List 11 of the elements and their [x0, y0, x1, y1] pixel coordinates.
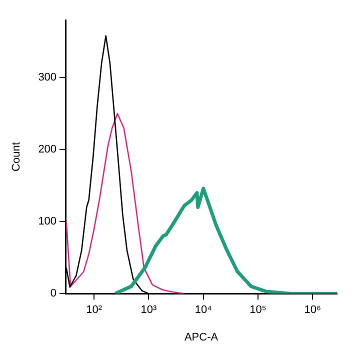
- y-tick-label: 0: [50, 288, 57, 300]
- x-tick-label: 10⁶: [304, 304, 321, 316]
- y-tick-label: 300: [38, 72, 57, 84]
- x-tick-label: 10³: [140, 304, 158, 316]
- y-tick-label: 100: [38, 216, 57, 228]
- y-axis-title: Count: [10, 142, 23, 172]
- x-axis-title: APC-A: [184, 331, 219, 344]
- x-tick-label: 10⁵: [250, 304, 266, 316]
- x-tick-label: 10⁴: [194, 304, 212, 316]
- x-tick-label: 10²: [86, 304, 102, 316]
- y-tick-label: 200: [38, 144, 57, 156]
